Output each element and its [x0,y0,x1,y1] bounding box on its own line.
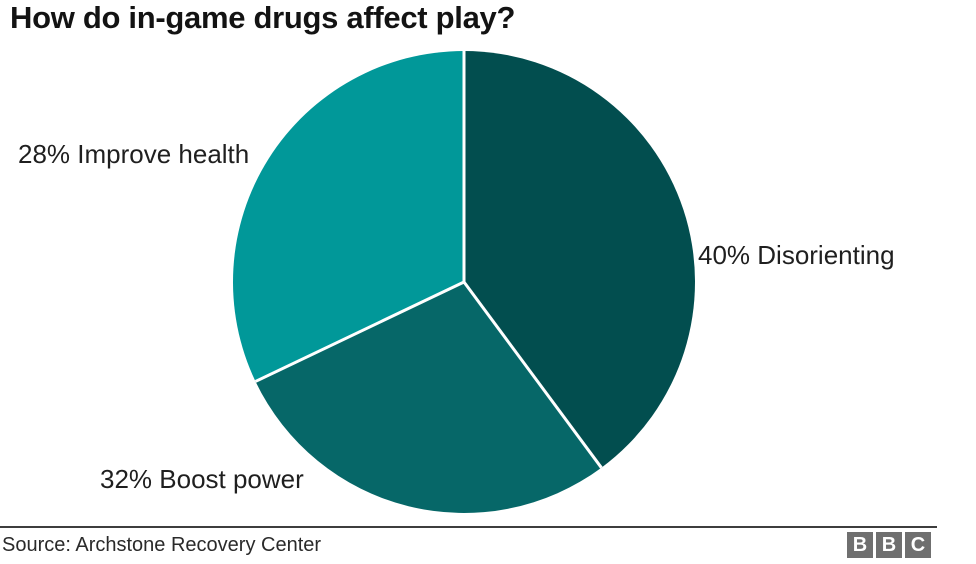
source-credit: Source: Archstone Recovery Center [2,534,322,556]
pie-slice-disorienting [464,51,695,468]
slice-label-disorienting: 40% Disorienting [698,240,895,270]
bbc-logo-block-3: C [905,532,931,558]
slice-label-boost-power: 32% Boost power [100,464,304,494]
footer-divider [0,526,937,528]
chart-title: How do in-game drugs affect play? [10,0,516,35]
slice-label-improve-health: 28% Improve health [18,139,250,169]
bbc-logo-block-2: B [876,532,902,558]
pie-slice-separator [254,280,465,383]
pie-slice-boost-power [255,282,602,513]
pie-slice-improve-health [232,51,464,382]
bbc-logo-block-1: B [847,532,873,558]
bbc-logo: B B C [847,532,931,558]
pie-chart [232,51,695,513]
pie-slice-separator [462,281,603,469]
